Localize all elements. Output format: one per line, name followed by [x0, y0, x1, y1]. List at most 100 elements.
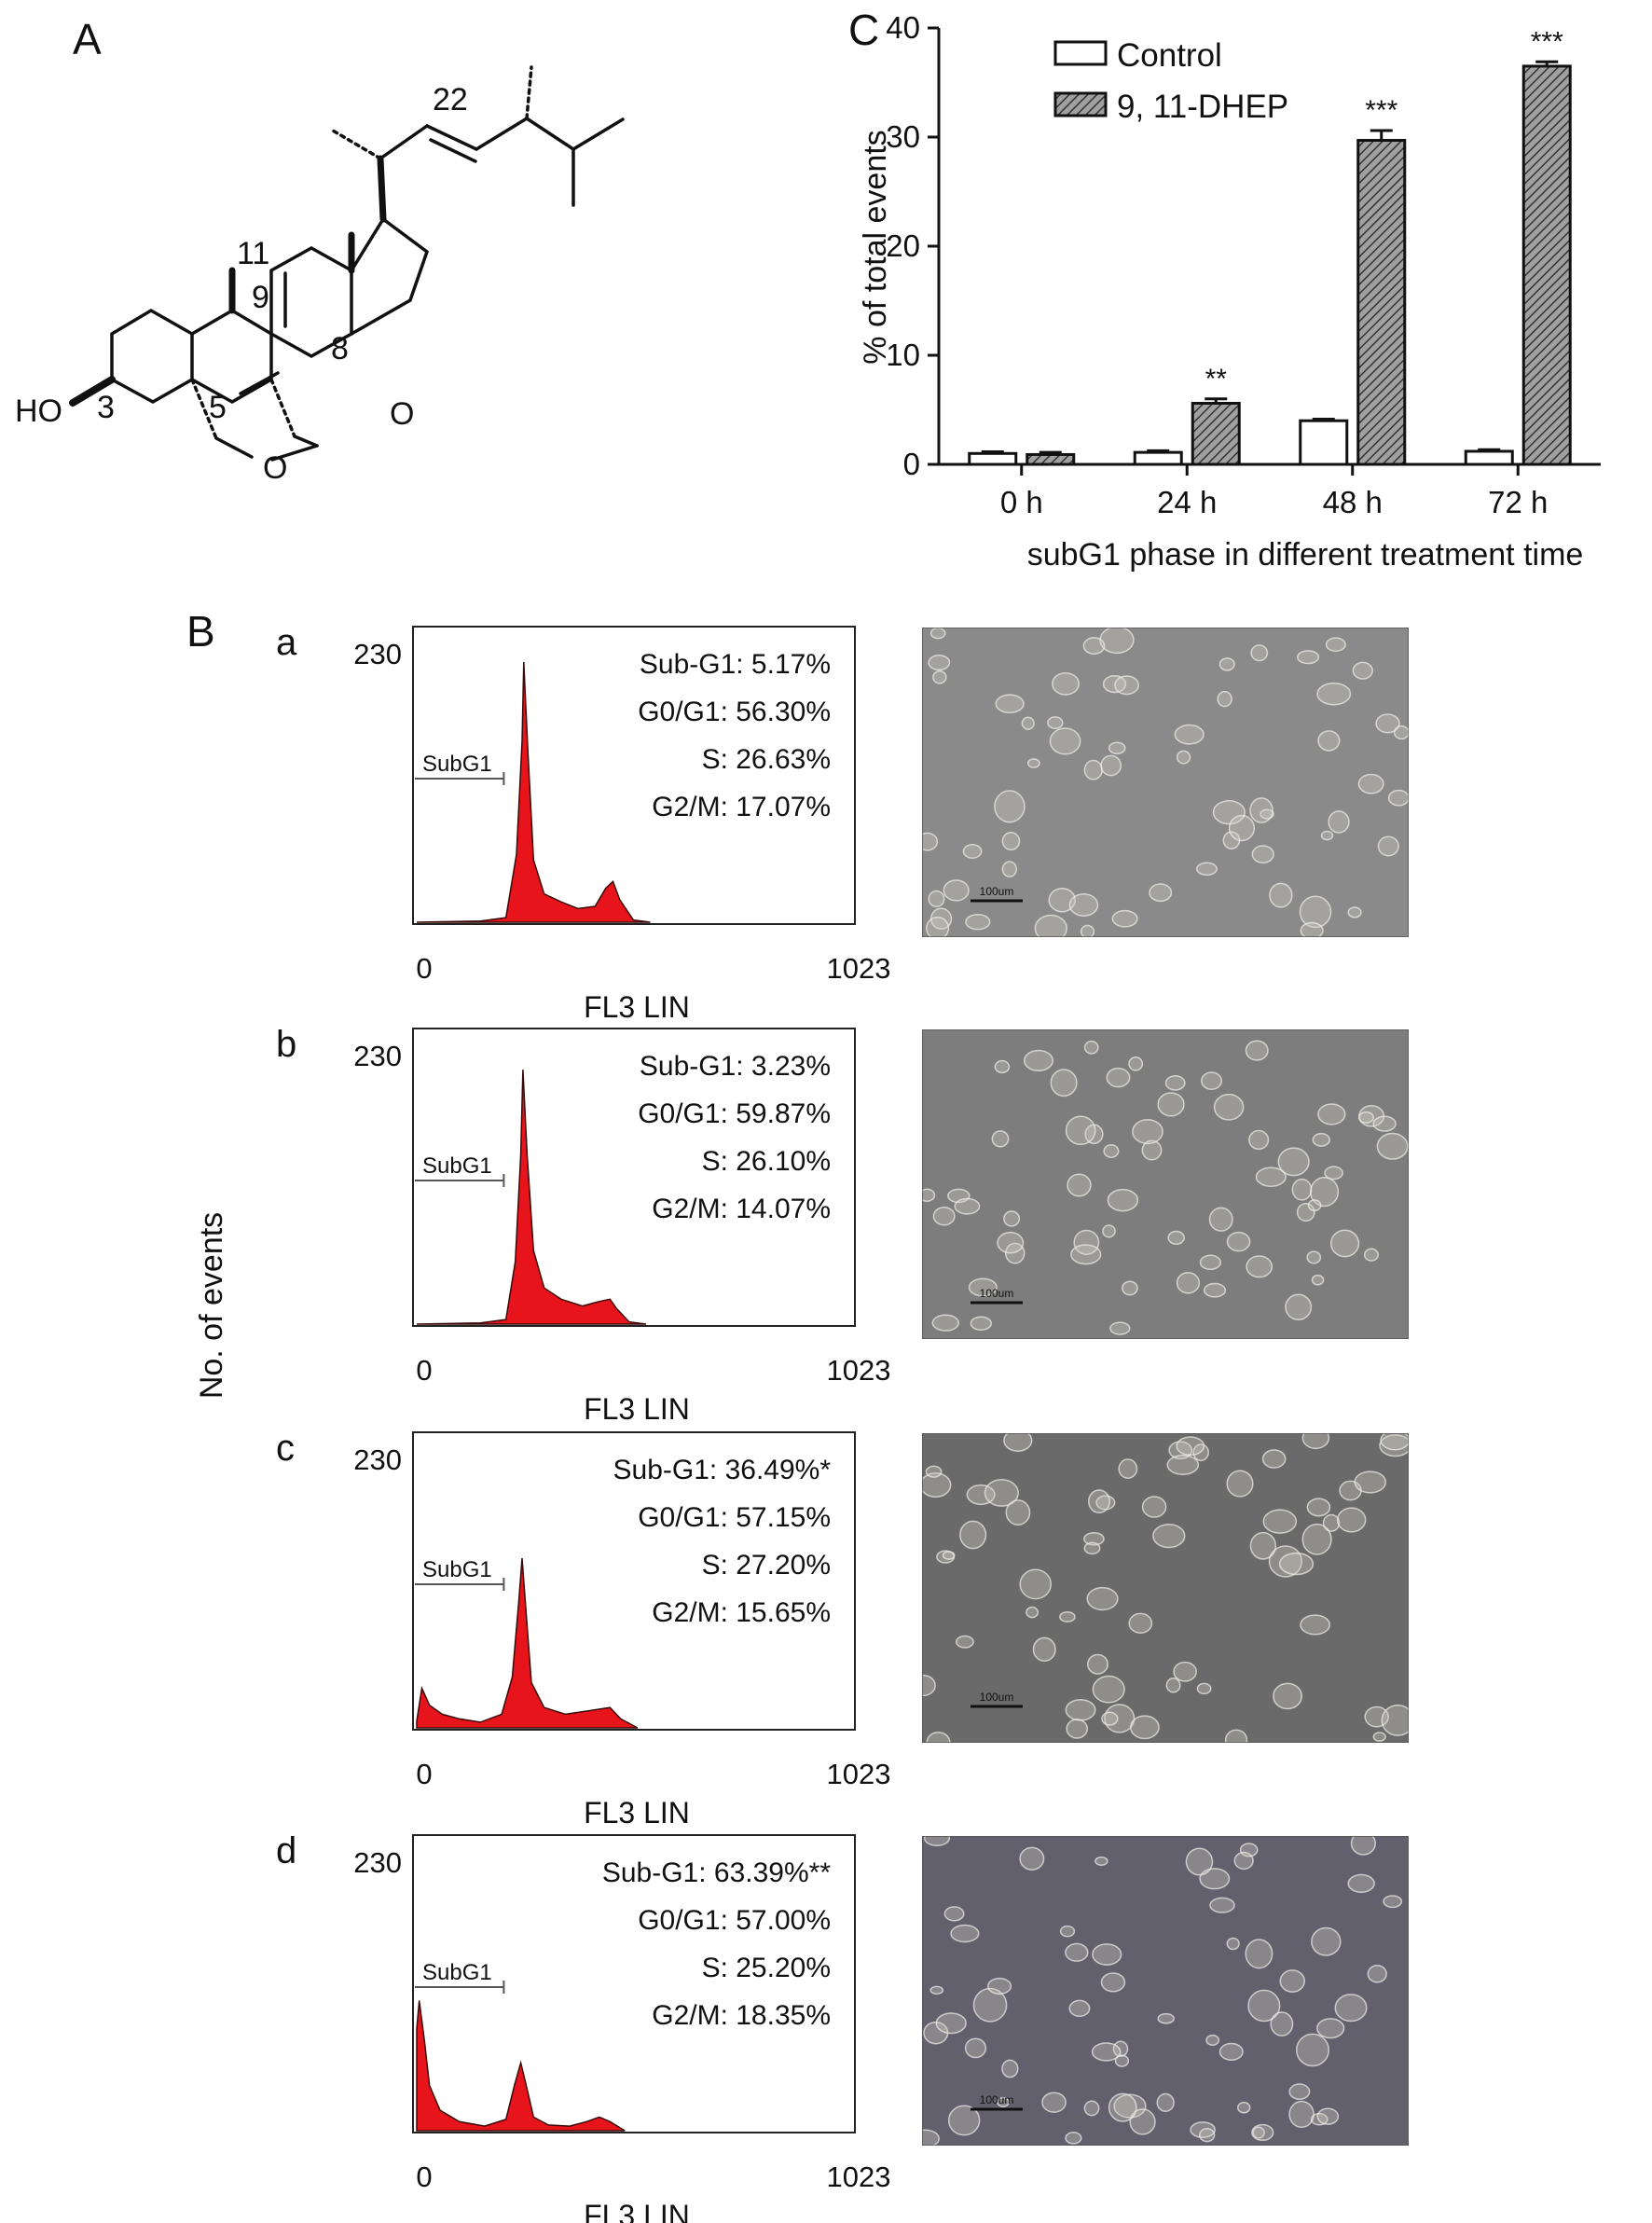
bar-significance-label: ** [1205, 364, 1228, 394]
micrograph-cell [1251, 845, 1274, 864]
flow-panel-a: a 230 0 1023 FL3 LIN SubG1 Sub-G1: 5.17% G0/G1:… [276, 622, 890, 1024]
micrograph-cell [928, 654, 951, 671]
micrograph-cell [1213, 1093, 1245, 1121]
micrograph-cell [943, 1906, 965, 1922]
flow-stat-text: S: 27.20% [702, 1550, 831, 1581]
micrograph-cell [1167, 1230, 1186, 1246]
micrograph-background [922, 1433, 1409, 1743]
micrograph-cell [925, 1465, 943, 1478]
micrograph-cell [1383, 1895, 1403, 1909]
micrograph-cell [1299, 895, 1332, 929]
micrograph-cell [1312, 1132, 1330, 1147]
micrograph-cell [1325, 637, 1346, 653]
atom-label-9: 9 [252, 280, 269, 315]
micrograph-cell [962, 844, 983, 859]
micrograph-cell [1004, 1242, 1026, 1264]
micrograph-cell [1288, 2083, 1311, 2100]
micrograph-cell [929, 628, 946, 640]
micrograph-cell [1249, 797, 1273, 823]
atom-label-5: 5 [209, 390, 227, 425]
bar-control [968, 451, 1018, 466]
micrograph-cell [1026, 1606, 1039, 1619]
micrograph-cell [1100, 754, 1122, 777]
micrograph-cell [1300, 921, 1324, 937]
micrograph-cell [932, 670, 947, 684]
micrograph-cell [1129, 1715, 1160, 1740]
atom-label-o1: O [390, 396, 414, 432]
micrograph-cell [1249, 1531, 1277, 1560]
micrograph-cell [1080, 924, 1095, 937]
flow-stat-text: G0/G1: 56.30% [638, 697, 831, 727]
micrograph-cell [1322, 1513, 1341, 1532]
bar-control [1464, 449, 1514, 466]
micrograph-cell [932, 1206, 956, 1226]
flow-ylabel: No. of events [194, 1212, 229, 1399]
micrograph-cell [1336, 1507, 1367, 1533]
micrograph-cell [1165, 1678, 1181, 1693]
micrograph-cell [1157, 2012, 1175, 2024]
flow-stat-text: Sub-G1: 63.39%** [602, 1857, 831, 1888]
flow-xtick-label-max: 1023 [827, 952, 891, 985]
flow-xlabel: FL3 LIN [584, 1796, 690, 1829]
micrograph-cell [1218, 657, 1235, 671]
micrograph-cell [1300, 1614, 1331, 1636]
flow-histogram [416, 2000, 626, 2132]
micrograph-cell [1381, 1705, 1409, 1736]
flow-stat-text: G2/M: 18.35% [652, 2000, 831, 2031]
micrograph-cell [1109, 1321, 1131, 1335]
micrograph-cell [1269, 882, 1293, 908]
micrograph-cell [1067, 1173, 1092, 1197]
bar-control [1299, 419, 1349, 466]
micrograph-cell [1128, 1612, 1153, 1635]
flow-xtick-label-min: 0 [416, 1354, 432, 1387]
bar-dhep [1521, 64, 1572, 466]
flow-stat-text: G0/G1: 57.00% [638, 1905, 831, 1936]
micrograph-cell [1048, 887, 1076, 913]
subg1-gate-label: SubG1 [422, 1960, 492, 1985]
micrograph-cell [987, 1977, 1012, 1995]
structure-atom-labels: 22 11 9 8 HO 3 5 O O [15, 82, 468, 486]
micrograph-cell [1141, 1139, 1163, 1161]
micrograph-cell [1347, 1873, 1375, 1894]
micrograph-cell [1132, 1118, 1163, 1145]
micrograph-background [922, 1029, 1409, 1339]
flow-panel-label: c [276, 1428, 295, 1469]
micrograph-cell [1247, 1989, 1281, 2023]
micrograph-cell [1108, 2092, 1137, 2122]
flow-xlabel: FL3 LIN [584, 2199, 690, 2223]
micrograph-cell [931, 1314, 960, 1332]
micrograph-cell [1262, 1509, 1298, 1534]
micrograph-cell [1358, 1111, 1374, 1124]
micrograph-cell [1273, 1682, 1302, 1710]
legend-swatch-dhep [1053, 91, 1108, 117]
micrograph-cell [1050, 1069, 1078, 1098]
micrograph-cell [1226, 1231, 1251, 1252]
micrograph-cell [1003, 1433, 1033, 1452]
micrograph-cell [1041, 2092, 1067, 2113]
micrograph-cell [1324, 1166, 1343, 1181]
micrograph-cell [1363, 1248, 1379, 1262]
micrograph-cell [1291, 1178, 1313, 1201]
micrograph-cell [1248, 1129, 1270, 1151]
panel-label-c: C [848, 6, 879, 54]
micrograph-cell [1375, 713, 1400, 734]
micrograph-cell [1203, 1282, 1227, 1298]
micrograph-cell [995, 694, 1025, 714]
micrograph-cell [1092, 1943, 1122, 1966]
panel-label-b: B [186, 607, 215, 656]
micrograph-cell [942, 1551, 956, 1560]
micrograph-cell [929, 1985, 944, 1995]
flow-stat-text: G0/G1: 59.87% [638, 1098, 831, 1129]
micrograph-cell [1005, 1499, 1031, 1526]
flow-xtick-label-max: 1023 [827, 1354, 891, 1387]
micrograph-cell [1236, 2101, 1251, 2114]
micrograph-cell [1367, 1965, 1387, 1983]
micrograph-cell [1224, 1729, 1248, 1743]
flow-histogram [416, 661, 651, 923]
legend-label-dhep: 9, 11-DHEP [1117, 89, 1288, 125]
scale-bar-label: 100um [980, 2093, 1014, 2106]
micrograph-cell [1301, 1433, 1330, 1450]
micrograph-cell [1087, 1653, 1108, 1675]
micrograph-cell [1102, 1224, 1116, 1238]
